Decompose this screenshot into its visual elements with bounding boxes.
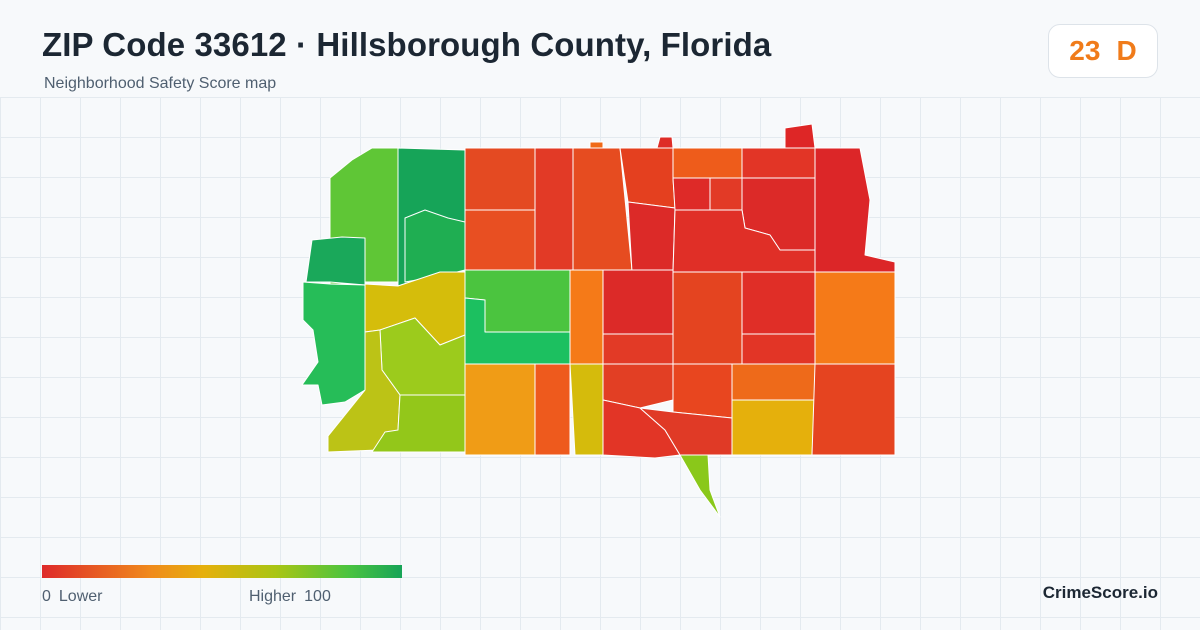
map-region[interactable] xyxy=(602,269,674,335)
map-region[interactable] xyxy=(741,333,816,365)
map-region[interactable] xyxy=(305,236,366,286)
safety-score-badge: 23 D xyxy=(1048,24,1158,78)
map-region[interactable] xyxy=(811,363,896,456)
page-title: ZIP Code 33612 · Hillsborough County, Fl… xyxy=(42,26,772,63)
map-region[interactable] xyxy=(464,209,536,271)
map-region[interactable] xyxy=(709,177,743,211)
map-region[interactable] xyxy=(404,209,466,283)
legend-max-label: Higher xyxy=(249,588,297,605)
safety-score-value: 23 xyxy=(1069,35,1101,66)
map-region[interactable] xyxy=(784,123,816,149)
map-region[interactable] xyxy=(464,147,536,211)
map-region[interactable] xyxy=(534,147,574,271)
legend-color-bar xyxy=(42,565,402,578)
map-region[interactable] xyxy=(731,363,816,401)
safety-score-grade: D xyxy=(1116,35,1137,66)
map-region[interactable] xyxy=(627,201,676,273)
map-region[interactable] xyxy=(741,271,816,335)
map-region[interactable] xyxy=(679,454,721,518)
legend-max: Higher 100 xyxy=(249,588,331,606)
legend-min-label: Lower xyxy=(58,588,103,605)
map-region[interactable] xyxy=(301,281,366,406)
map-region[interactable] xyxy=(569,269,604,365)
map-region[interactable] xyxy=(619,147,676,209)
page-subtitle: Neighborhood Safety Score map xyxy=(44,75,277,92)
legend-min-value: 0 xyxy=(42,588,51,605)
map-region[interactable] xyxy=(814,147,896,273)
map-region[interactable] xyxy=(534,363,571,456)
map-region[interactable] xyxy=(569,363,604,456)
map-region[interactable] xyxy=(672,271,743,365)
brand-logo-text[interactable]: CrimeScore.io xyxy=(1042,583,1158,602)
map-region[interactable] xyxy=(639,407,733,456)
map-region[interactable] xyxy=(602,363,674,409)
map-region[interactable] xyxy=(602,333,674,365)
legend-min: 0 Lower xyxy=(42,588,102,606)
map-region[interactable] xyxy=(672,147,743,179)
map-region[interactable] xyxy=(741,147,816,179)
map-region[interactable] xyxy=(672,177,711,211)
legend-max-value: 100 xyxy=(304,588,331,605)
map-region[interactable] xyxy=(814,271,896,365)
map-region[interactable] xyxy=(464,363,536,456)
map-region[interactable] xyxy=(656,136,674,149)
map-region[interactable] xyxy=(672,363,733,419)
map-region[interactable] xyxy=(731,399,816,456)
map-region[interactable] xyxy=(589,141,604,149)
